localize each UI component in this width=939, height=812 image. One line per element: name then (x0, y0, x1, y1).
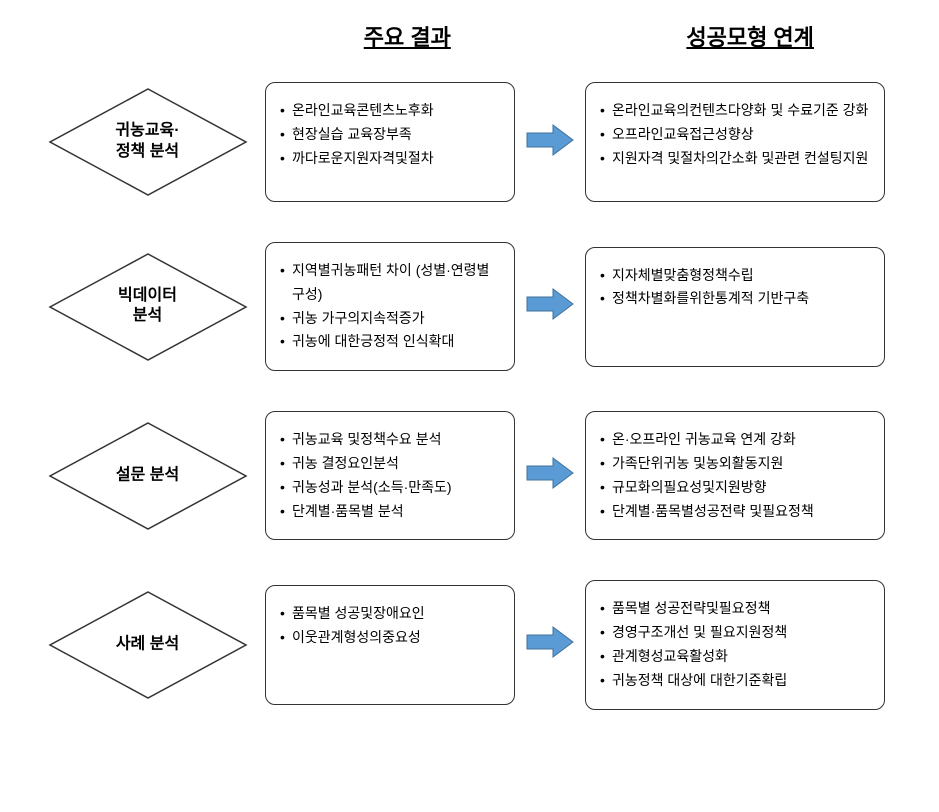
diamond-cell: 사례 분석 (30, 590, 265, 700)
diamond-label: 사례 분석 (116, 635, 179, 656)
flow-row: 사례 분석 품목별 성공및장애요인이웃관계형성의중요성 품목별 성공전략및필요정… (30, 580, 909, 709)
arrow-right-icon (525, 456, 575, 495)
diamond-cell: 귀농교육· 정책 분석 (30, 87, 265, 197)
success-model-box: 온·오프라인 귀농교육 연계 강화가족단위귀농 및농외활동지원규모화의필요성및지… (585, 411, 885, 540)
main-results-box: 귀농교육 및정책수요 분석귀농 결정요인분석귀농성과 분석(소득·만족도)단계별… (265, 411, 515, 540)
diamond-cell: 설문 분석 (30, 421, 265, 531)
header-spacer (30, 20, 263, 52)
flow-row: 귀농교육· 정책 분석 온라인교육콘텐츠노후화현장실습 교육장부족까다로운지원자… (30, 82, 909, 202)
header-main-results: 주요 결과 (263, 20, 551, 52)
arrow-cell (515, 456, 585, 495)
diamond-label: 귀농교육· 정책 분석 (115, 121, 179, 163)
diamond-shape: 빅데이터 분석 (48, 252, 248, 362)
diamond-cell: 빅데이터 분석 (30, 252, 265, 362)
arrow-cell (515, 625, 585, 664)
arrow-cell (515, 123, 585, 162)
arrow-cell (515, 287, 585, 326)
flow-row: 빅데이터 분석 지역별귀농패턴 차이 (성별·연령별 구성)귀농 가구의지속적증… (30, 242, 909, 371)
main-results-box: 지역별귀농패턴 차이 (성별·연령별 구성)귀농 가구의지속적증가귀농에 대한긍… (265, 242, 515, 371)
arrow-right-icon (525, 123, 575, 162)
success-model-box: 온라인교육의컨텐츠다양화 및 수료기준 강화오프라인교육접근성향상지원자격 및절… (585, 82, 885, 202)
rows-container: 귀농교육· 정책 분석 온라인교육콘텐츠노후화현장실습 교육장부족까다로운지원자… (30, 82, 909, 710)
success-model-box: 지자체별맞춤형정책수립정책차별화를위한통계적 기반구축 (585, 247, 885, 367)
flow-row: 설문 분석 귀농교육 및정책수요 분석귀농 결정요인분석귀농성과 분석(소득·만… (30, 411, 909, 540)
arrow-right-icon (525, 625, 575, 664)
diamond-shape: 설문 분석 (48, 421, 248, 531)
arrow-right-icon (525, 287, 575, 326)
diamond-shape: 귀농교육· 정책 분석 (48, 87, 248, 197)
main-results-box: 온라인교육콘텐츠노후화현장실습 교육장부족까다로운지원자격및절차 (265, 82, 515, 202)
diamond-label: 빅데이터 분석 (118, 286, 177, 328)
main-results-box: 품목별 성공및장애요인이웃관계형성의중요성 (265, 585, 515, 705)
header-row: 주요 결과 성공모형 연계 (30, 20, 909, 52)
success-model-box: 품목별 성공전략및필요정책경영구조개선 및 필요지원정책관계형성교육활성화귀농정… (585, 580, 885, 709)
header-success-model: 성공모형 연계 (591, 20, 909, 52)
diamond-shape: 사례 분석 (48, 590, 248, 700)
diamond-label: 설문 분석 (116, 465, 179, 486)
